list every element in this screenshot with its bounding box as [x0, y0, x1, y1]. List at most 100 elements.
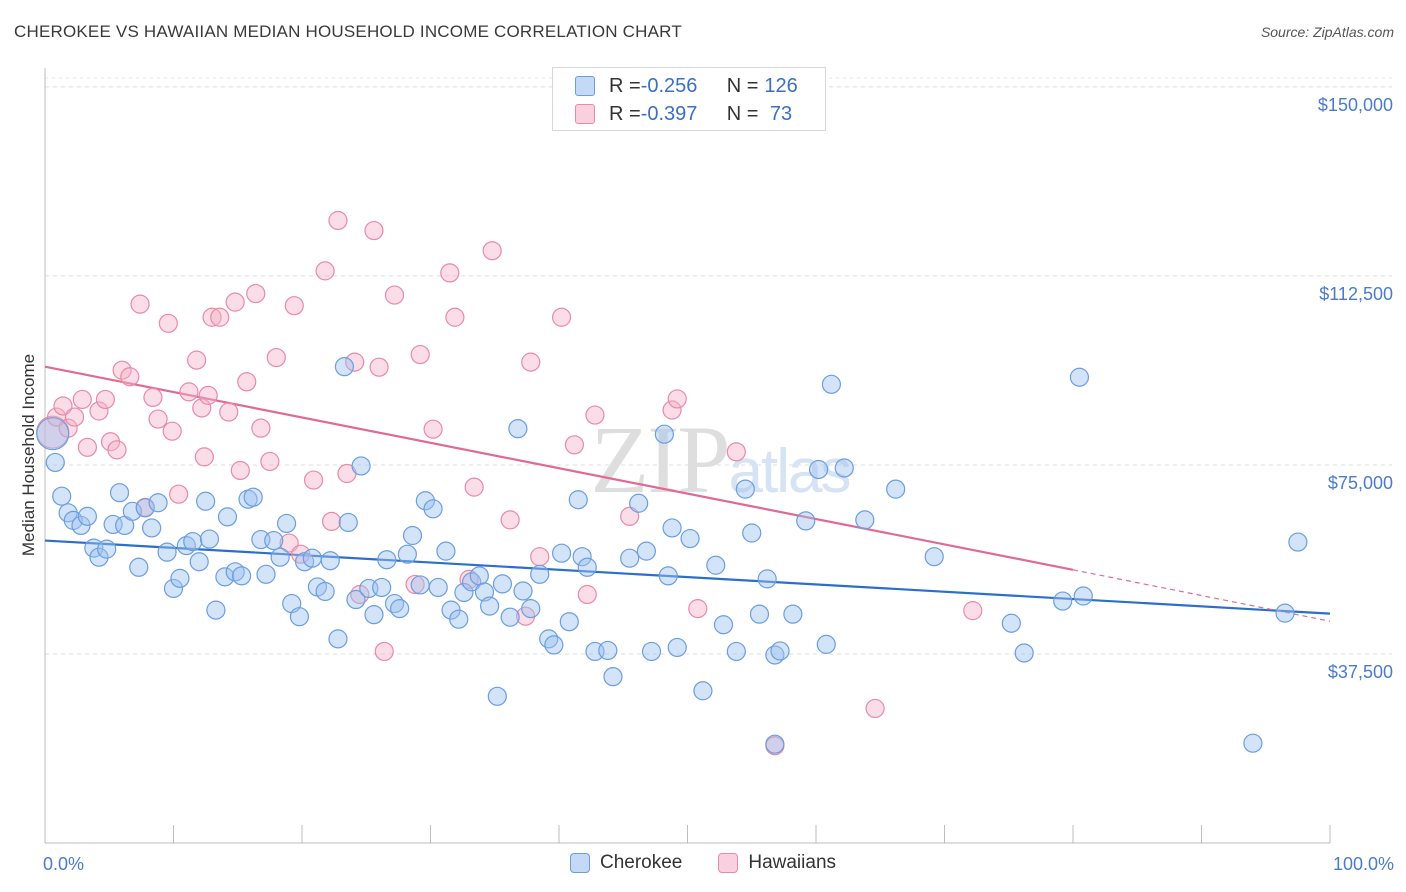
point-cherokee: [508, 419, 528, 439]
point-hawaiians: [279, 533, 299, 553]
point-cherokee: [783, 604, 803, 624]
point-hawaiians: [260, 451, 280, 472]
y-tick-label: $150,000: [1318, 95, 1393, 115]
point-cherokee: [1001, 613, 1021, 633]
point-cherokee: [454, 582, 474, 603]
point-hawaiians: [95, 389, 115, 410]
point-cherokee: [513, 581, 533, 601]
point-cherokee: [89, 547, 109, 567]
axis-labels: $37,500 $75,000 $112,500 $150,000 0.0% 100.0%…: [19, 95, 1394, 874]
point-cherokee: [577, 557, 597, 577]
point-cherokee: [328, 629, 348, 649]
point-cherokee: [397, 544, 417, 564]
point-hawaiians: [315, 261, 335, 281]
legend-n-value: 73: [764, 102, 793, 125]
zipatlas-watermark: ZIPatlas: [591, 406, 850, 513]
point-cherokee: [302, 548, 322, 568]
point-hawaiians: [410, 344, 430, 365]
legend-swatch-hawaiians: [575, 104, 595, 124]
point-cherokee: [206, 600, 226, 620]
point-cherokee: [276, 513, 297, 534]
point-hawaiians: [169, 484, 189, 504]
trendline-hawaiians-extension: [1072, 569, 1331, 622]
point-cherokee: [474, 582, 495, 602]
point-cherokee: [1288, 532, 1308, 552]
point-cherokee: [500, 607, 520, 627]
point-hawaiians: [219, 402, 239, 422]
point-cherokee: [544, 635, 564, 655]
point-hawaiians: [364, 220, 384, 241]
point-cherokee: [199, 529, 220, 549]
point-cherokee: [487, 686, 507, 706]
point-cherokee: [129, 557, 149, 577]
point-hawaiians: [230, 460, 250, 481]
point-cherokee: [462, 572, 482, 592]
point-cherokee: [1275, 603, 1295, 623]
axes: [44, 68, 1331, 844]
point-hawaiians: [284, 296, 304, 316]
point-cherokee: [469, 566, 489, 586]
point-cherokee: [449, 609, 469, 629]
point-hawaiians: [89, 401, 109, 421]
point-hawaiians: [266, 347, 286, 368]
point-cherokee: [480, 596, 500, 616]
point-cherokee: [551, 543, 572, 563]
point-cherokee: [658, 566, 678, 586]
series-legend-cherokee: Cherokee: [569, 852, 683, 874]
point-cherokee: [1014, 643, 1034, 663]
point-hawaiians: [237, 372, 257, 392]
point-hawaiians: [564, 435, 585, 455]
point-cherokee: [796, 511, 816, 531]
point-hawaiians: [246, 283, 266, 304]
point-cherokee: [135, 498, 155, 518]
point-cherokee: [662, 518, 682, 538]
y-tick-label: $75,000: [1328, 473, 1393, 493]
point-cherokee: [232, 566, 252, 586]
point-cherokee: [338, 512, 358, 533]
point-hawaiians: [445, 307, 465, 327]
point-hawaiians: [148, 409, 168, 429]
legend-row-hawaiians: R = -0.397 N = 73: [575, 101, 792, 127]
point-cherokee: [142, 518, 162, 538]
point-cherokee: [706, 555, 726, 575]
series-legend: Cherokee Hawaiians: [0, 852, 1406, 874]
point-cherokee: [521, 599, 541, 619]
point-cherokee: [364, 605, 384, 625]
point-cherokee: [289, 607, 310, 627]
point-hawaiians: [112, 360, 132, 380]
series-label-cherokee: Cherokee: [599, 852, 683, 873]
point-hawaiians: [620, 506, 640, 526]
point-hawaiians: [158, 313, 178, 333]
point-cherokee: [270, 547, 290, 567]
point-cherokee: [346, 589, 366, 610]
point-hawaiians: [251, 418, 271, 438]
point-cherokee: [765, 734, 785, 754]
point-hawaiians: [500, 510, 520, 530]
point-cherokee: [629, 493, 649, 513]
point-hawaiians: [77, 437, 98, 457]
point-cherokee: [667, 637, 687, 658]
point-hawaiians: [482, 241, 502, 261]
point-cherokee: [77, 506, 98, 526]
point-cherokee: [1053, 591, 1073, 611]
point-cherokee: [749, 604, 770, 624]
point-cherokee: [735, 479, 755, 499]
point-hawaiians: [530, 547, 550, 567]
series-legend-hawaiians: Hawaiians: [718, 852, 836, 874]
point-cherokee: [492, 574, 513, 594]
point-hawaiians: [963, 601, 983, 621]
point-hawaiians: [210, 307, 230, 327]
y-axis-title: Median Household Income: [19, 354, 38, 556]
point-cherokee: [45, 452, 65, 473]
point-hawaiians: [198, 385, 218, 405]
point-hawaiians: [384, 285, 405, 305]
point-cherokee: [351, 456, 371, 476]
y-tick-label: $112,500: [1319, 284, 1393, 304]
point-hawaiians: [120, 367, 140, 387]
point-cherokee: [693, 681, 713, 701]
point-cherokee: [423, 499, 443, 519]
point-hawaiians: [405, 574, 425, 595]
point-cherokee: [636, 541, 656, 561]
trendline-hawaiians: [44, 365, 1074, 571]
